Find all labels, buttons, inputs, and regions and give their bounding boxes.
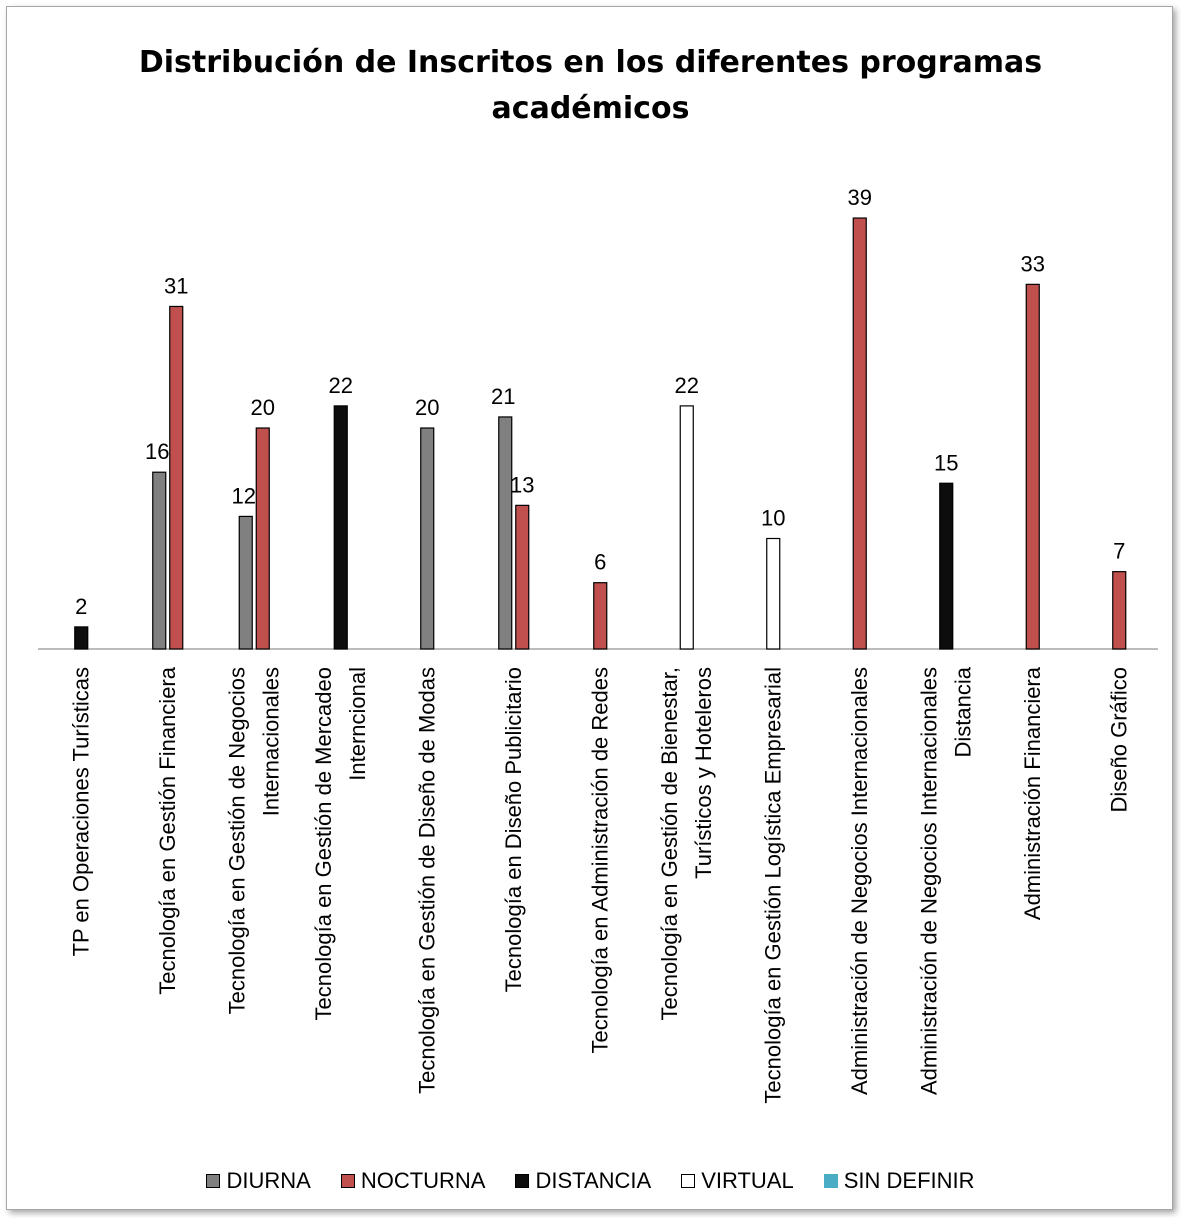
- data-label: 12: [232, 483, 256, 508]
- chart-frame: [6, 6, 1173, 1210]
- category-label: Tecnología en Gestión de Negocios: [224, 667, 249, 1014]
- category-label: Diseño Gráfico: [1106, 667, 1131, 813]
- bar-diurna-5: [498, 416, 513, 650]
- data-label: 20: [251, 395, 275, 420]
- bar-diurna-2: [238, 515, 253, 650]
- chart-legend: DIURNA NOCTURNA DISTANCIA VIRTUAL SIN DEFINI…: [0, 1168, 1181, 1194]
- legend-swatch: [206, 1174, 221, 1188]
- data-label: 20: [415, 395, 439, 420]
- chart-title-line-1: Distribución de Inscritos en los diferen…: [138, 45, 1043, 80]
- category-label: Tecnología en Diseño Publicitario: [501, 667, 526, 992]
- bar-nocturna-6: [593, 582, 608, 650]
- category-label: Turísticos y Hoteleros: [691, 667, 716, 879]
- legend-swatch: [340, 1174, 355, 1188]
- bar-virtual-7: [679, 405, 694, 650]
- data-label: 15: [934, 450, 958, 475]
- data-label: 6: [594, 550, 606, 575]
- bar-distancia-0: [74, 626, 89, 650]
- category-label: TP en Operaciones Turísticas: [68, 667, 93, 956]
- bar-diurna-4: [420, 427, 435, 650]
- category-label: Administración Financiera: [1020, 666, 1045, 920]
- category-label: Tecnología en Gestión de Diseño de Modas: [414, 667, 439, 1094]
- legend-label: NOCTURNA: [360, 1168, 486, 1193]
- category-label: Internacionales: [258, 667, 283, 816]
- bar-nocturna-1: [169, 305, 184, 650]
- legend-item-distancia: DISTANCIA: [515, 1168, 651, 1194]
- data-label: 13: [510, 472, 534, 497]
- bar-nocturna-9: [852, 217, 867, 650]
- legend-swatch: [823, 1174, 838, 1188]
- category-label: Administración de Negocios Internacional…: [847, 667, 872, 1095]
- legend-item-nocturna: NOCTURNA: [340, 1168, 486, 1194]
- data-label: 33: [1021, 251, 1045, 276]
- bar-virtual-8: [766, 537, 781, 650]
- data-label: 22: [675, 373, 699, 398]
- chart-title: Distribución de Inscritos en los diferen…: [0, 40, 1181, 132]
- data-label: 21: [491, 384, 515, 409]
- category-label: Distancia: [950, 666, 975, 757]
- category-label: Interncional: [345, 667, 370, 781]
- category-label: Tecnología en Gestión de Bienestar,: [657, 667, 682, 1020]
- legend-item-diurna: DIURNA: [206, 1168, 311, 1194]
- legend-label: SIN DEFINIR: [843, 1168, 975, 1193]
- bar-distancia-10: [939, 482, 954, 650]
- legend-item-virtual: VIRTUAL: [681, 1168, 794, 1194]
- bar-diurna-1: [152, 471, 167, 650]
- legend-label: DIURNA: [226, 1168, 311, 1193]
- bar-nocturna-12: [1112, 571, 1127, 650]
- data-label: 39: [848, 185, 872, 210]
- data-label: 7: [1113, 539, 1125, 564]
- data-label: 16: [145, 439, 169, 464]
- data-label: 22: [329, 373, 353, 398]
- category-label: Tecnología en Administración de Redes: [587, 667, 612, 1053]
- category-label: Administración de Negocios Internacional…: [916, 667, 941, 1095]
- data-label: 2: [75, 594, 87, 619]
- bar-distancia-3: [333, 405, 348, 650]
- category-label: Tecnología en Gestión Logística Empresar…: [760, 667, 785, 1104]
- chart-title-line-2: académicos: [491, 91, 690, 126]
- category-label: Tecnología en Gestión Financiera: [155, 666, 180, 995]
- data-label: 10: [761, 506, 785, 531]
- legend-label: VIRTUAL: [701, 1168, 794, 1193]
- legend-swatch: [681, 1174, 696, 1188]
- bar-nocturna-11: [1025, 283, 1040, 650]
- legend-swatch: [515, 1174, 530, 1188]
- legend-label: DISTANCIA: [535, 1168, 652, 1193]
- bar-nocturna-2: [255, 427, 270, 650]
- category-label: Tecnología en Gestión de Mercadeo: [311, 667, 336, 1020]
- legend-item-sin-definir: SIN DEFINIR: [823, 1168, 975, 1194]
- data-label: 31: [164, 273, 188, 298]
- bar-nocturna-5: [515, 504, 530, 650]
